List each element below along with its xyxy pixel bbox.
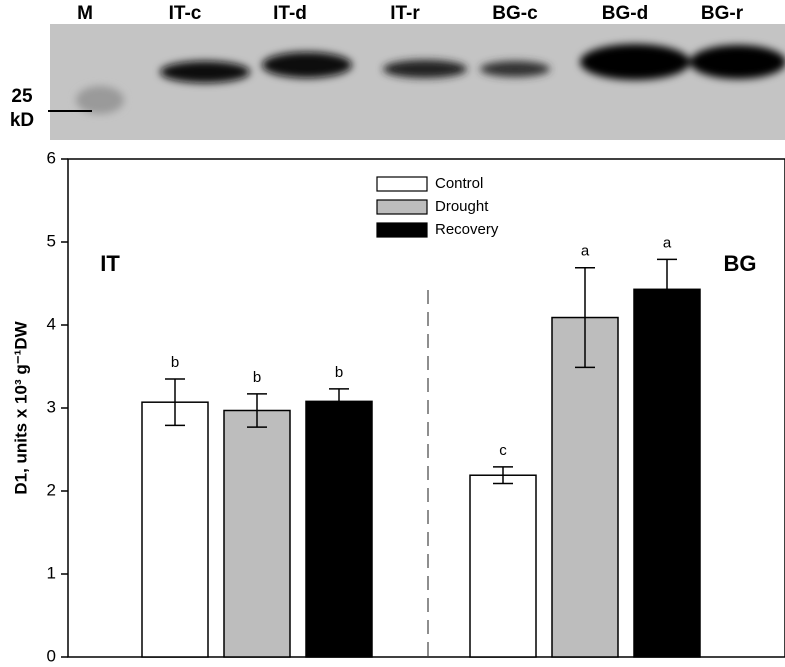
significance-letter: b xyxy=(335,364,343,381)
error-bar xyxy=(165,378,185,427)
y-tick-label: 1 xyxy=(47,563,56,582)
blot-bands xyxy=(76,44,785,114)
significance-letter: b xyxy=(253,369,261,386)
significance-letter: b xyxy=(171,354,179,371)
y-tick-label: 6 xyxy=(47,148,56,167)
legend-swatch xyxy=(376,199,428,215)
lane-label: BG-d xyxy=(602,3,648,24)
error-bar xyxy=(575,266,595,369)
error-bar xyxy=(493,466,513,485)
bar xyxy=(469,474,537,658)
y-tick-label: 2 xyxy=(47,480,56,499)
bar xyxy=(305,400,373,658)
y-tick-label: 5 xyxy=(47,231,56,250)
group-label: BG xyxy=(724,251,757,276)
legend-swatch xyxy=(376,176,428,192)
y-tick-label: 0 xyxy=(47,646,56,665)
lane-label: IT-r xyxy=(390,3,420,24)
error-bar xyxy=(247,393,267,428)
group-label: IT xyxy=(100,251,120,276)
legend-label: Drought xyxy=(435,198,489,215)
legend-label: Control xyxy=(435,175,483,192)
lane-label: BG-c xyxy=(492,3,538,24)
significance-letter: c xyxy=(499,442,507,459)
lane-label: IT-d xyxy=(273,3,307,24)
y-tick-label: 3 xyxy=(47,397,56,416)
error-bar xyxy=(657,258,677,320)
marker-label: kD xyxy=(10,110,34,131)
lane-label: IT-c xyxy=(169,3,202,24)
significance-letter: a xyxy=(581,243,590,260)
marker-label: 25 xyxy=(11,86,33,107)
bar xyxy=(633,288,701,658)
blot xyxy=(50,24,785,140)
bar xyxy=(141,401,209,658)
y-tick-label: 4 xyxy=(47,314,56,333)
legend-label: Recovery xyxy=(435,221,499,238)
significance-letter: a xyxy=(663,234,672,251)
lane-label: M xyxy=(77,3,93,24)
bar xyxy=(551,316,619,658)
lane-label: BG-r xyxy=(701,3,744,24)
error-bar xyxy=(329,388,349,415)
bar xyxy=(223,409,291,658)
y-axis-label: D1, units x 10³ g⁻¹DW xyxy=(11,320,30,494)
legend-swatch xyxy=(376,222,428,238)
